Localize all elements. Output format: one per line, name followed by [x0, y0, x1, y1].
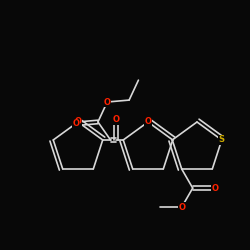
Text: O: O: [104, 98, 111, 106]
Text: O: O: [74, 118, 82, 126]
Text: O: O: [211, 184, 218, 192]
Text: O: O: [178, 203, 185, 212]
Text: O: O: [72, 119, 80, 128]
Text: O: O: [144, 118, 152, 126]
Text: S: S: [219, 136, 225, 144]
Text: O: O: [112, 116, 119, 124]
